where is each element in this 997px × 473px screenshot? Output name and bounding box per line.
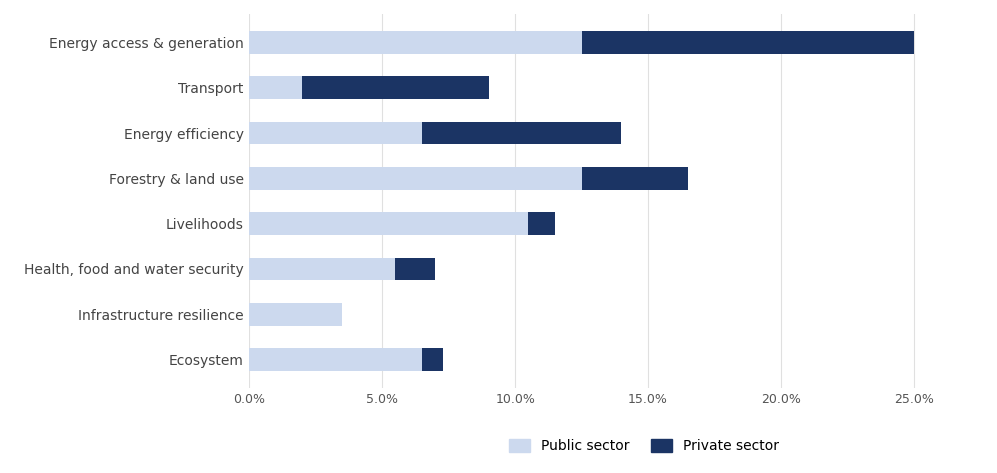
Bar [249,258,396,280]
Bar [528,212,555,235]
Bar [422,348,444,371]
Bar [581,167,688,190]
Bar [249,348,422,371]
Bar [396,258,436,280]
Bar [302,77,489,99]
Bar [249,167,581,190]
Bar [249,77,302,99]
Bar [422,122,621,144]
Bar [581,31,914,54]
Bar [249,31,581,54]
Bar [249,122,422,144]
Bar [249,303,342,325]
Legend: Public sector, Private sector: Public sector, Private sector [502,432,786,460]
Bar [249,212,528,235]
